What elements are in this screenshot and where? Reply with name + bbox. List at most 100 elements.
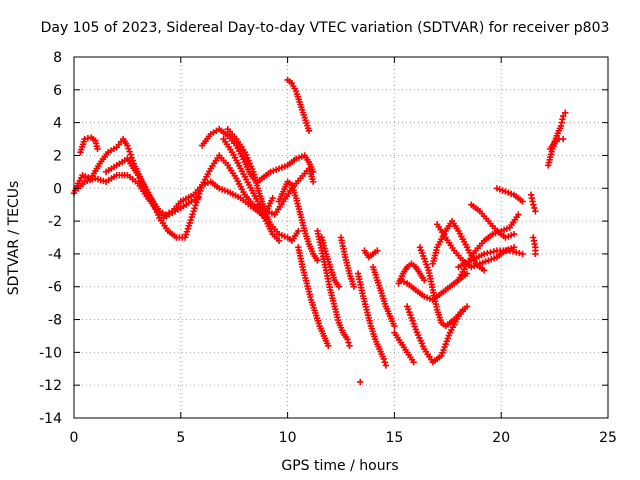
x-axis-label: GPS time / hours	[281, 458, 398, 474]
data-point	[344, 336, 351, 343]
y-tick-labels: -14 -12 -10 -8 -6 -4 -2 0 2 4 6 8	[39, 50, 62, 427]
data-point	[374, 247, 381, 254]
data-point	[410, 359, 417, 366]
y-tick-label: 4	[53, 116, 62, 132]
data-series	[530, 234, 539, 258]
x-tick-label: 20	[492, 430, 510, 446]
data-series	[544, 109, 569, 169]
data-point	[380, 355, 387, 363]
data-point	[532, 208, 539, 215]
data-point	[484, 249, 491, 257]
y-tick-label: -10	[39, 345, 62, 361]
data-point	[346, 342, 353, 349]
data-point	[162, 211, 170, 218]
y-tick-label: 0	[53, 181, 62, 197]
data-series	[468, 201, 518, 241]
data-point	[194, 194, 202, 202]
data-point	[559, 135, 567, 143]
data-point	[159, 209, 166, 217]
data-point	[397, 276, 405, 284]
plot-frame	[73, 56, 609, 419]
data-point	[156, 208, 163, 215]
y-axis-label: SDTVAR / TECUs	[6, 181, 22, 296]
data-point	[532, 250, 539, 258]
data-point	[562, 109, 569, 116]
data-point	[459, 306, 466, 313]
data-point	[463, 303, 471, 310]
data-series	[275, 178, 321, 264]
x-tick-labels: 0 5 10 15 20 25	[70, 430, 617, 446]
data-series	[361, 247, 381, 261]
data-point	[506, 247, 513, 254]
data-point	[515, 211, 522, 218]
y-tick-label: -6	[48, 280, 62, 296]
data-point	[314, 257, 321, 264]
y-tick-label: -2	[48, 214, 62, 230]
data-point	[400, 278, 408, 286]
chart-title: Day 105 of 2023, Sidereal Day-to-day VTE…	[41, 20, 610, 36]
data-point	[510, 231, 518, 238]
data-point	[487, 249, 494, 256]
data-point	[530, 201, 537, 208]
data-point	[295, 227, 302, 235]
data-point	[84, 135, 92, 142]
data-series	[395, 260, 428, 287]
data-series	[357, 378, 364, 386]
data-series	[391, 329, 417, 366]
y-tick-label: -8	[48, 313, 62, 329]
x-tick-label: 25	[599, 430, 617, 446]
data-point	[335, 283, 343, 290]
data-series	[295, 244, 332, 349]
data-point	[310, 178, 317, 185]
x-tick-label: 10	[279, 430, 297, 446]
data-point	[81, 135, 88, 143]
data-point	[128, 154, 135, 161]
data-point	[381, 359, 388, 366]
data-marks	[70, 76, 569, 386]
data-point	[324, 342, 332, 349]
y-tick-label: -14	[39, 411, 62, 427]
data-point	[463, 270, 471, 277]
axis-ticks	[73, 56, 609, 419]
data-series	[102, 155, 270, 222]
y-tick-label: 6	[53, 83, 62, 99]
data-point	[512, 249, 520, 256]
data-point	[509, 248, 517, 255]
y-tick-label: 2	[53, 148, 62, 164]
data-series	[75, 171, 202, 222]
data-series	[318, 234, 343, 290]
data-point	[345, 339, 352, 346]
data-series	[337, 234, 358, 290]
data-point	[421, 276, 428, 284]
data-point	[269, 194, 276, 202]
data-point	[275, 237, 283, 244]
data-point	[126, 148, 133, 155]
data-point	[510, 244, 518, 251]
data-series	[404, 303, 471, 366]
data-point	[125, 145, 132, 152]
data-point	[124, 142, 131, 149]
data-series	[455, 247, 526, 271]
data-point	[480, 250, 488, 258]
data-point	[94, 145, 101, 153]
data-point	[191, 196, 198, 203]
data-point	[305, 127, 313, 135]
data-series	[369, 263, 398, 330]
data-series	[77, 134, 101, 156]
data-point	[480, 267, 488, 274]
data-series	[254, 201, 283, 244]
data-point	[127, 151, 134, 158]
data-series	[547, 135, 567, 153]
data-point	[516, 249, 523, 257]
data-point	[490, 248, 497, 255]
x-tick-label: 0	[70, 430, 79, 446]
y-tick-label: -12	[39, 378, 62, 394]
data-point	[165, 209, 173, 217]
data-series	[354, 270, 390, 369]
x-tick-label: 5	[176, 430, 185, 446]
y-tick-label: 8	[53, 50, 62, 66]
data-series	[416, 244, 466, 330]
data-series	[224, 126, 302, 244]
y-tick-label: -4	[48, 247, 62, 263]
